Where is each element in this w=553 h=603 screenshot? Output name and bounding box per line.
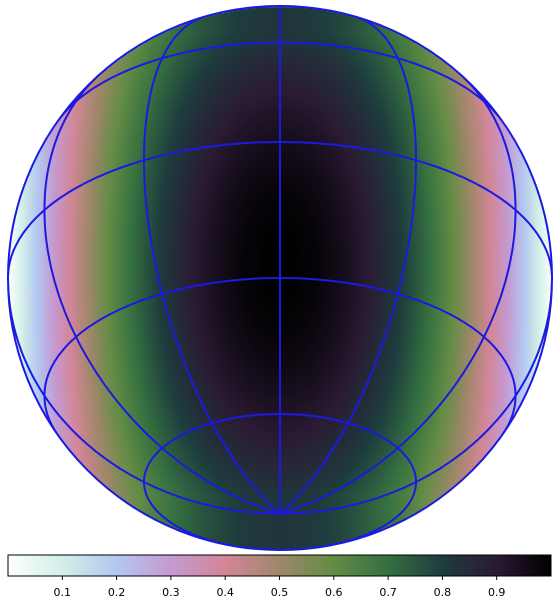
colorbar-tick-label: 0.5 xyxy=(271,586,289,599)
graticule-parallel xyxy=(8,141,552,278)
colorbar-tick-label: 0.9 xyxy=(488,586,506,599)
colorbar-tick-label: 0.6 xyxy=(325,586,343,599)
graticule-meridian xyxy=(143,15,281,515)
colorbar: 0.1 0.2 0.3 0.4 0.5 0.6 0.7 0.8 0.9 xyxy=(7,554,552,599)
colorbar-tick-label: 0.2 xyxy=(108,586,126,599)
colorbar-ticks: 0.1 0.2 0.3 0.4 0.5 0.6 0.7 0.8 0.9 xyxy=(54,576,506,599)
sphere-plot xyxy=(7,5,553,551)
graticule-meridian xyxy=(279,15,417,515)
graticule-parallel xyxy=(57,41,503,121)
graticule-meridian xyxy=(279,73,517,515)
graticule-meridian xyxy=(279,278,552,515)
colorbar-tick-label: 0.8 xyxy=(434,586,452,599)
colorbar-tick-label: 0.7 xyxy=(379,586,397,599)
graticule-meridian xyxy=(43,73,281,515)
colorbar-tick-label: 0.4 xyxy=(216,586,234,599)
graticule-meridian xyxy=(8,278,281,515)
colorbar-gradient xyxy=(8,555,551,576)
colorbar-tick-label: 0.3 xyxy=(162,586,180,599)
colorbar-tick-label: 0.1 xyxy=(54,586,72,599)
graticule-parallel xyxy=(43,277,517,435)
graticule-parallel xyxy=(143,413,417,550)
graticule xyxy=(8,6,552,550)
sphere-outline xyxy=(7,5,553,551)
